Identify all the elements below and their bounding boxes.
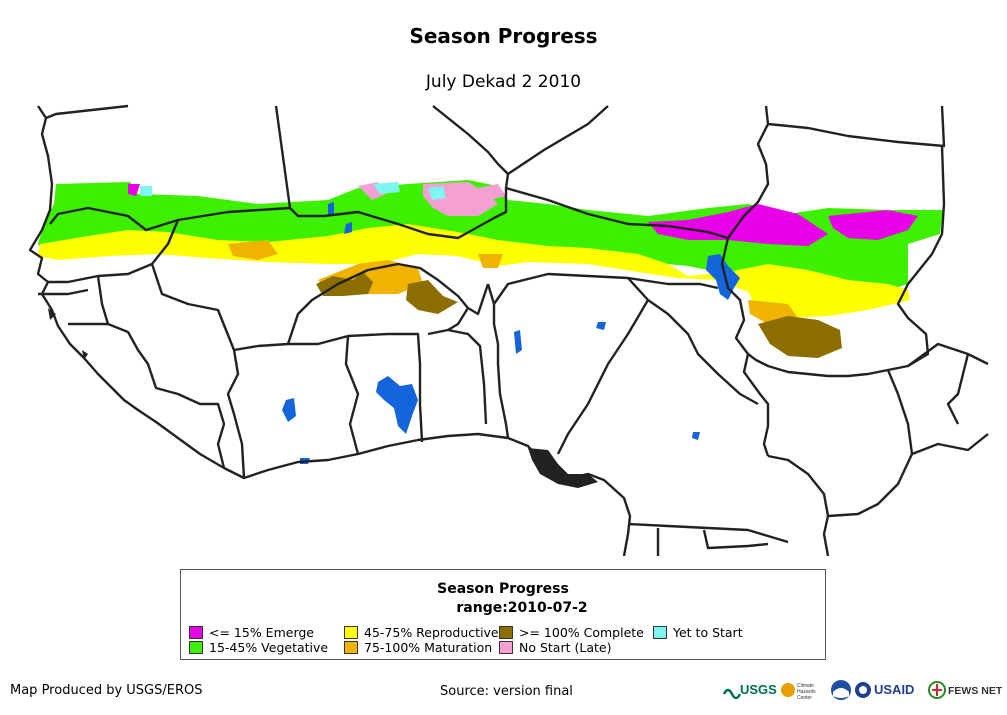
legend-item-complete: >= 100% Complete (499, 626, 644, 640)
producer-credit: Map Produced by USGS/EROS (10, 683, 203, 698)
season-progress-map (28, 104, 989, 556)
legend-swatch-emerge (189, 626, 203, 639)
usgs-logo: USGS (722, 678, 778, 702)
lake-kainji (514, 330, 522, 354)
legend-swatch-reproductive (344, 626, 358, 639)
legend-label: 75-100% Maturation (364, 640, 493, 655)
legend-label: No Start (Late) (519, 640, 612, 655)
legend-label: Yet to Start (673, 625, 743, 640)
coast-islands (48, 308, 598, 488)
legend-swatch-complete (499, 626, 513, 639)
legend-title: Season Progress (437, 581, 569, 597)
map-subtitle: July Dekad 2 2010 (425, 72, 582, 92)
noaa-logo (830, 678, 852, 702)
legend-swatch-maturation (344, 641, 358, 654)
usaid-logo: USAID (854, 678, 926, 702)
legend-box: Season Progress range:2010-07-2 <= 15% E… (180, 569, 826, 660)
zone-complete (316, 272, 842, 358)
zone-emerge (128, 184, 918, 246)
source-note: Source: version final (440, 684, 573, 699)
legend-label: 45-75% Reproductive (364, 625, 499, 640)
lake-volta (376, 376, 418, 434)
legend-swatch-vegetative (189, 641, 203, 654)
legend-label: 15-45% Vegetative (209, 640, 329, 655)
svg-text:Climate: Climate (797, 683, 814, 689)
svg-text:FEWS NET: FEWS NET (948, 685, 1002, 697)
legend-item-no-start: No Start (Late) (499, 641, 611, 655)
svg-text:Hazards: Hazards (797, 689, 816, 695)
svg-text:USAID: USAID (874, 682, 914, 697)
legend-item-reproductive: 45-75% Reproductive (344, 626, 499, 640)
legend-label: <= 15% Emerge (209, 625, 314, 640)
legend-range: range:2010-07-2 (456, 600, 588, 616)
lake-chad (706, 254, 740, 300)
map-title: Season Progress (409, 24, 598, 48)
country-borders (28, 104, 989, 556)
partner-logos: USGS Climate Hazards Center USAID FEWS N… (722, 678, 1003, 702)
lake-kossou (282, 398, 296, 422)
legend-label: >= 100% Complete (519, 625, 644, 640)
legend-swatch-yet-to-start (653, 626, 667, 639)
zone-yet-to-start (140, 182, 446, 200)
fewsnet-logo: FEWS NET (928, 678, 1003, 702)
legend-item-maturation: 75-100% Maturation (344, 641, 492, 655)
legend-item-yet-to-start: Yet to Start (653, 626, 743, 640)
legend-item-emerge: <= 15% Emerge (189, 626, 314, 640)
svg-text:Center: Center (797, 695, 812, 701)
legend-swatch-no-start (499, 641, 513, 654)
legend-item-vegetative: 15-45% Vegetative (189, 641, 328, 655)
chc-logo: Climate Hazards Center (780, 678, 828, 702)
svg-text:USGS: USGS (740, 682, 777, 697)
